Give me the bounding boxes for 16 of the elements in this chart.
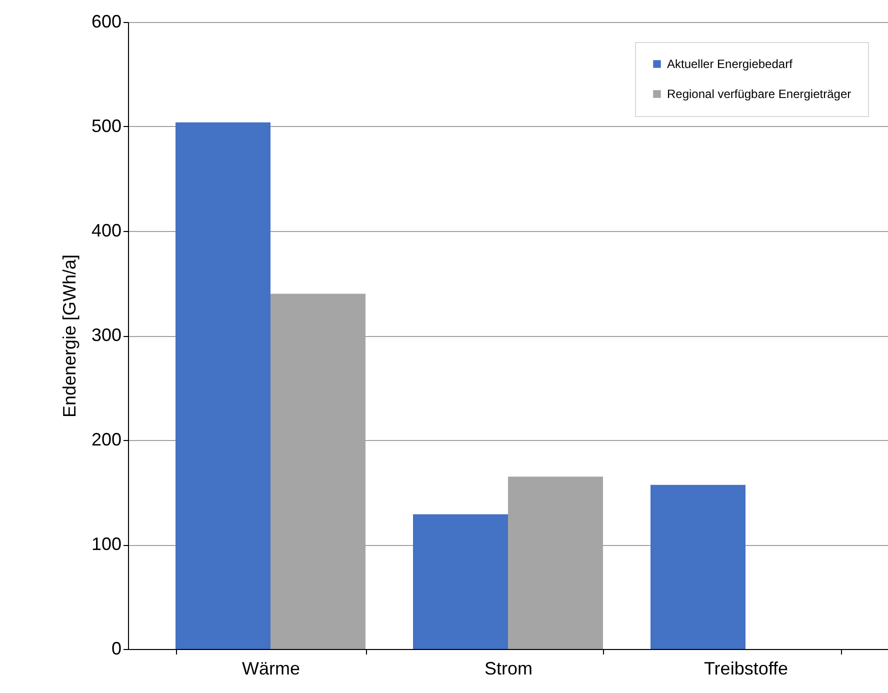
y-tick-label: 400 <box>91 220 122 240</box>
bar <box>650 484 746 649</box>
y-tick-label: 500 <box>91 116 122 136</box>
y-tick-label: 600 <box>91 12 122 32</box>
y-axis-title: Endenergie [GWh/a] <box>59 254 80 418</box>
y-tick-label: 100 <box>91 534 122 554</box>
bar <box>176 122 270 649</box>
y-tick-label: 300 <box>91 325 122 345</box>
x-tick-label: Treibstoffe <box>704 658 788 678</box>
bar <box>413 514 508 649</box>
x-tick-label: Strom <box>484 658 533 678</box>
legend-label: Aktueller Energiebedarf <box>667 57 794 71</box>
x-tick-label: Wärme <box>242 658 300 678</box>
y-tick-label: 0 <box>111 638 122 658</box>
y-tick-label: 200 <box>91 430 122 450</box>
legend-label: Regional verfügbare Energieträger <box>667 87 852 101</box>
